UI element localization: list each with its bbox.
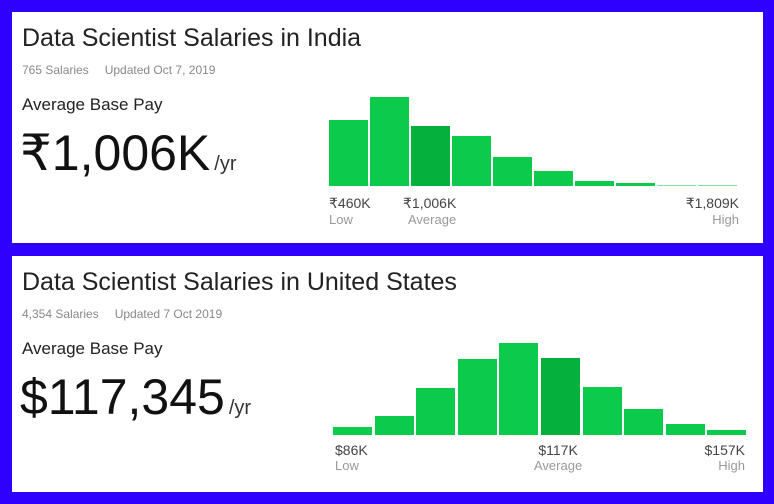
card-title: Data Scientist Salaries in United States	[22, 268, 457, 296]
histogram-bar	[499, 343, 539, 435]
tick-low: ₹460K Low	[329, 195, 371, 227]
average-value: $117,345	[20, 369, 225, 425]
unit: /yr	[214, 153, 237, 175]
histogram-bar	[457, 358, 497, 435]
card-meta: 4,354 Salaries Updated 7 Oct 2019	[22, 307, 238, 321]
card-meta: 765 Salaries Updated Oct 7, 2019	[22, 63, 231, 77]
histogram-bar	[370, 97, 409, 186]
salary-count[interactable]: 765 Salaries	[22, 63, 89, 77]
histogram-bar	[624, 409, 664, 435]
us-salary-card: Data Scientist Salaries in United States…	[12, 256, 763, 492]
salary-count[interactable]: 4,354 Salaries	[22, 307, 99, 321]
card-title: Data Scientist Salaries in India	[22, 24, 362, 52]
average-pay: ₹1,006K/yr	[20, 124, 237, 182]
histogram-bar-average	[541, 357, 580, 435]
histogram-bar	[665, 423, 705, 435]
histogram-bar	[534, 170, 573, 186]
salary-histogram	[329, 86, 739, 186]
histogram-bar	[582, 387, 622, 435]
histogram-bar	[452, 136, 491, 186]
histogram-bar-average	[411, 126, 450, 186]
histogram-bar	[575, 180, 614, 186]
tick-high: $157K High	[704, 442, 745, 473]
tick-high: ₹1,809K High	[685, 195, 739, 227]
average-value: ₹1,006K	[20, 125, 211, 181]
histogram-bar	[616, 183, 655, 186]
histogram-bar	[698, 184, 737, 186]
histogram-bar	[329, 120, 368, 186]
average-pay: $117,345/yr	[20, 368, 251, 426]
tick-low: $86K Low	[335, 442, 368, 473]
india-salary-card: Data Scientist Salaries in India 765 Sal…	[12, 12, 763, 243]
tick-average: ₹1,006K Average	[403, 195, 457, 227]
updated-date: Updated Oct 7, 2019	[104, 63, 216, 77]
histogram-bar	[333, 426, 372, 435]
average-label: Average Base Pay	[22, 95, 163, 114]
histogram-bar	[493, 156, 532, 186]
histogram-bar	[707, 430, 747, 435]
average-label: Average Base Pay	[22, 339, 163, 358]
updated-date: Updated 7 Oct 2019	[114, 307, 223, 321]
tick-average: $117K Average	[534, 442, 583, 473]
histogram-bar	[416, 388, 456, 435]
salary-histogram	[329, 335, 747, 435]
histogram-bar	[657, 184, 696, 186]
unit: /yr	[228, 397, 252, 419]
histogram-bar	[374, 415, 414, 435]
